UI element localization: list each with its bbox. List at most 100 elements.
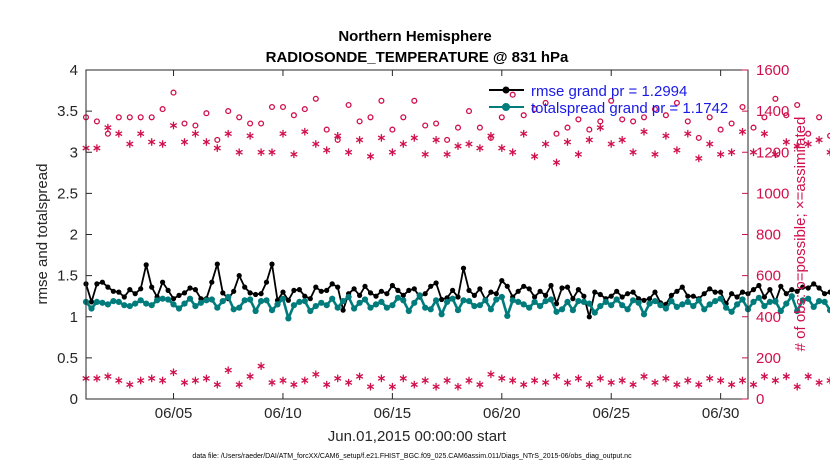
low-assimilated-obs-marker — [695, 380, 703, 389]
assimilated-obs-marker — [738, 127, 747, 136]
assimilated-obs-marker — [257, 148, 265, 157]
totalspread-point — [236, 304, 243, 311]
totalspread-point — [553, 308, 560, 315]
asterisk-stroke — [826, 378, 830, 382]
rmse-point — [625, 291, 631, 297]
totalspread-point — [433, 297, 440, 304]
totalspread-point — [597, 303, 604, 310]
totalspread-point — [471, 303, 478, 310]
totalspread-point — [750, 298, 757, 305]
asterisk-stroke — [323, 147, 331, 153]
totalspread-point — [104, 301, 111, 308]
rmse-point — [406, 287, 412, 293]
totalspread-point — [591, 309, 598, 316]
rmse-point — [493, 291, 499, 297]
asterisk-stroke — [509, 149, 517, 155]
possible-obs-marker — [805, 130, 812, 137]
possible-obs-marker — [345, 101, 352, 109]
rmse-point — [581, 293, 587, 299]
possible-obs-marker — [115, 114, 122, 121]
totalspread-point — [137, 297, 144, 304]
assimilated-obs-marker — [388, 148, 397, 157]
totalspread-point — [777, 307, 784, 315]
rmse-point — [176, 292, 182, 298]
asterisk-stroke — [126, 382, 134, 388]
possible-obs-marker — [498, 114, 505, 121]
rmse-point — [652, 289, 658, 295]
low-assimilated-obs-marker — [640, 372, 648, 381]
assimilated-obs-marker — [279, 129, 287, 138]
totalspread-point — [400, 297, 407, 304]
rmse-point — [307, 296, 313, 302]
low-assimilated-obs-marker — [826, 376, 830, 385]
asterisk-stroke — [596, 125, 604, 131]
totalspread-point — [427, 306, 434, 313]
asterisk-stroke — [520, 382, 528, 388]
totalspread-point — [438, 311, 445, 318]
totalspread-point — [422, 304, 429, 311]
asterisk-stroke — [738, 378, 747, 383]
possible-obs-marker — [827, 132, 830, 139]
rmse-point — [214, 261, 220, 267]
totalspread-point — [646, 300, 653, 307]
asterisk-stroke — [454, 384, 462, 390]
possible-obs-marker — [400, 114, 407, 121]
rmse-point — [105, 284, 111, 290]
rmse-point — [367, 290, 374, 296]
possible-obs-marker — [608, 97, 615, 104]
asterisk-stroke — [377, 135, 386, 141]
low-assimilated-obs-marker — [93, 374, 101, 383]
asterisk-stroke — [180, 139, 189, 145]
possible-obs-marker — [433, 120, 440, 127]
rmse-point — [439, 296, 445, 303]
totalspread-point — [558, 306, 566, 313]
rmse-point — [357, 292, 363, 298]
asterisk-stroke — [585, 137, 593, 143]
possible-obs-marker — [509, 91, 516, 98]
rmse-point — [816, 285, 822, 291]
possible-obs-marker — [454, 124, 462, 131]
rmse-point — [668, 292, 675, 298]
assimilated-obs-marker — [530, 152, 539, 161]
asterisk-stroke — [684, 131, 692, 137]
totalspread-point — [635, 299, 642, 306]
low-assimilated-obs-marker — [563, 378, 572, 387]
assimilated-obs-marker — [93, 144, 101, 152]
y2-tick-label: 1200 — [756, 144, 789, 161]
rmse-point — [220, 290, 226, 296]
totalspread-point — [143, 300, 150, 307]
rmse-point — [247, 290, 253, 296]
assimilated-obs-marker — [782, 138, 790, 146]
low-assimilated-obs-marker — [454, 382, 462, 391]
rmse-point — [181, 290, 188, 296]
rmse-point — [783, 291, 789, 297]
totalspread-point — [701, 306, 708, 313]
y-tick-label: 0.5 — [57, 350, 78, 367]
rmse-point — [811, 281, 817, 287]
rmse-point — [400, 292, 406, 298]
asterisk-stroke — [541, 141, 550, 147]
y-tick-label: 1.5 — [57, 268, 78, 285]
totalspread-point — [493, 296, 500, 303]
totalspread-point — [93, 298, 100, 305]
rmse-point — [88, 299, 95, 305]
asterisk-stroke — [158, 378, 167, 383]
assimilated-obs-marker — [366, 152, 375, 161]
totalspread-point — [323, 302, 330, 309]
y2-tick-label: 200 — [756, 350, 781, 367]
assimilated-obs-marker — [498, 144, 506, 152]
totalspread-point — [175, 305, 183, 312]
low-assimilated-obs-marker — [662, 374, 670, 383]
totalspread-point — [219, 298, 226, 305]
assimilated-obs-marker — [684, 129, 692, 138]
totalspread-point — [88, 305, 95, 312]
assimilated-obs-marker — [377, 134, 386, 142]
possible-obs-marker — [783, 112, 790, 119]
assimilated-obs-marker — [224, 129, 232, 138]
rmse-point — [718, 289, 724, 295]
totalspread-point — [662, 305, 670, 312]
rmse-point — [553, 301, 560, 307]
rmse-point — [373, 293, 379, 299]
possible-obs-marker — [104, 130, 111, 137]
asterisk-stroke — [476, 145, 484, 151]
